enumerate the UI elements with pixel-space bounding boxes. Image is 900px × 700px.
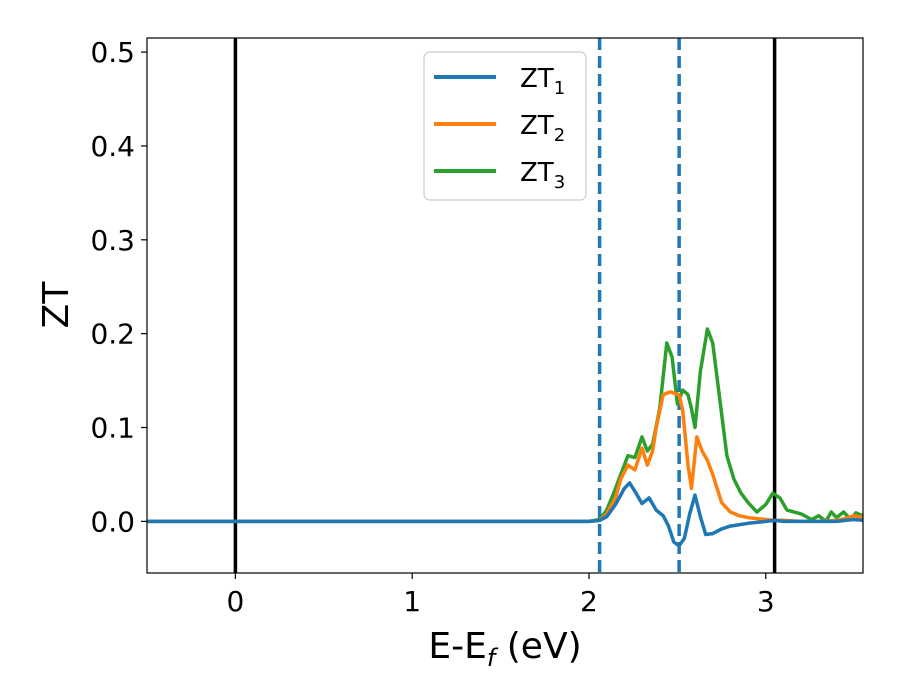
legend-label-zt1: ZT1 xyxy=(520,64,565,99)
y-tick-label-5: 0.5 xyxy=(90,36,135,69)
legend-label-zt3: ZT3 xyxy=(520,158,565,193)
reference-lines xyxy=(233,38,777,573)
y-tick-label-0: 0.0 xyxy=(90,505,135,538)
x-tick-label-2: 2 xyxy=(580,585,598,618)
legend: ZT1 ZT2 ZT3 xyxy=(423,51,587,201)
series-lines xyxy=(147,327,863,548)
x-tick-label-0: 0 xyxy=(226,585,244,618)
legend-entry-zt1: ZT1 xyxy=(434,64,565,99)
x-axis-ticks: 0 1 2 3 xyxy=(226,573,775,618)
series-line-zt1 xyxy=(147,481,863,548)
x-tick-label-3: 3 xyxy=(757,585,775,618)
y-tick-label-4: 0.4 xyxy=(90,130,135,163)
y-axis-ticks: 0.0 0.1 0.2 0.3 0.4 0.5 xyxy=(90,36,147,538)
x-tick-label-1: 1 xyxy=(403,585,421,618)
legend-label-zt2: ZT2 xyxy=(520,111,565,146)
x-axis-title-main: E-E xyxy=(428,626,486,667)
legend-entry-zt3: ZT3 xyxy=(434,158,565,193)
y-tick-label-3: 0.3 xyxy=(90,224,135,257)
plot-area-frame xyxy=(146,37,864,574)
legend-box xyxy=(423,51,587,201)
series-line-zt3 xyxy=(147,327,863,524)
x-axis-title-unit: (eV) xyxy=(495,626,581,667)
y-tick-label-2: 0.2 xyxy=(90,318,135,351)
y-axis-title: ZT xyxy=(36,281,77,329)
x-axis-title: E-Ef (eV) xyxy=(428,626,581,672)
y-tick-label-1: 0.1 xyxy=(90,412,135,445)
legend-entry-zt2: ZT2 xyxy=(434,111,565,146)
